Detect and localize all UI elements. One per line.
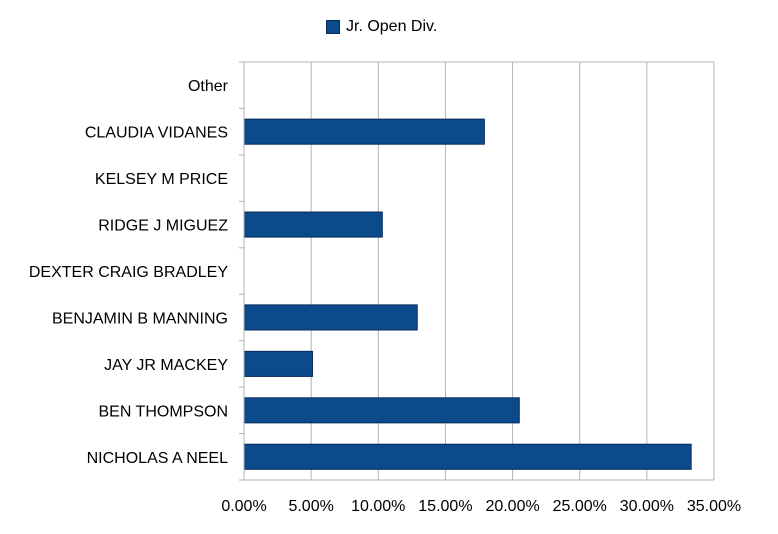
category-label: NICHOLAS A NEEL bbox=[87, 450, 228, 467]
category-label: DEXTER CRAIG BRADLEY bbox=[29, 264, 228, 281]
legend-label: Jr. Open Div. bbox=[346, 18, 438, 35]
category-label: CLAUDIA VIDANES bbox=[85, 125, 228, 142]
x-tick-label: 10.00% bbox=[351, 498, 405, 515]
x-tick-label: 5.00% bbox=[288, 498, 333, 515]
bar bbox=[243, 118, 485, 145]
category-label: Other bbox=[188, 78, 229, 95]
legend-swatch bbox=[326, 20, 340, 34]
x-tick-label: 35.00% bbox=[687, 498, 741, 515]
category-label: JAY JR MACKEY bbox=[104, 357, 228, 374]
legend: Jr. Open Div. bbox=[326, 18, 437, 36]
category-label: RIDGE J MIGUEZ bbox=[98, 218, 228, 235]
x-tick-label: 15.00% bbox=[418, 498, 472, 515]
x-tick-label: 20.00% bbox=[485, 498, 539, 515]
bar bbox=[243, 397, 520, 424]
x-tick-label: 25.00% bbox=[553, 498, 607, 515]
category-label: BENJAMIN B MANNING bbox=[52, 310, 228, 327]
bar bbox=[243, 350, 313, 377]
bar bbox=[243, 443, 692, 470]
category-label: BEN THOMPSON bbox=[99, 403, 229, 420]
x-tick-label: 0.00% bbox=[221, 498, 266, 515]
category-label: KELSEY M PRICE bbox=[95, 171, 228, 188]
bar bbox=[243, 211, 383, 238]
bar bbox=[243, 304, 418, 331]
x-tick-label: 30.00% bbox=[620, 498, 674, 515]
